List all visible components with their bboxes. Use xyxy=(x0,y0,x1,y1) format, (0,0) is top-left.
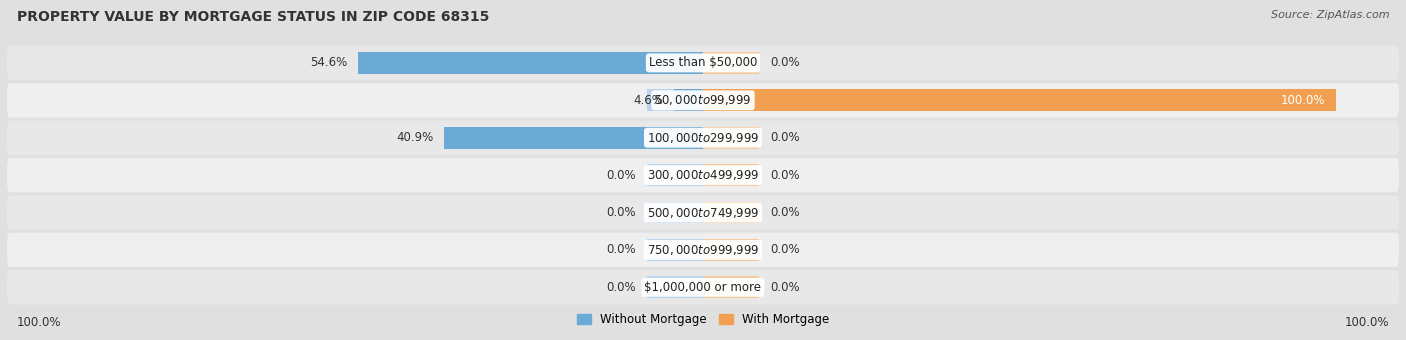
FancyBboxPatch shape xyxy=(7,158,1399,192)
FancyBboxPatch shape xyxy=(7,233,1399,267)
Text: 0.0%: 0.0% xyxy=(606,206,637,219)
Text: 0.0%: 0.0% xyxy=(770,243,800,256)
Bar xyxy=(647,276,703,298)
Bar xyxy=(703,127,759,149)
Bar xyxy=(647,239,703,261)
Text: 0.0%: 0.0% xyxy=(770,131,800,144)
Bar xyxy=(703,52,759,74)
Legend: Without Mortgage, With Mortgage: Without Mortgage, With Mortgage xyxy=(572,308,834,331)
Text: $100,000 to $299,999: $100,000 to $299,999 xyxy=(647,131,759,145)
Bar xyxy=(647,127,703,149)
Text: 40.9%: 40.9% xyxy=(396,131,433,144)
Text: Source: ZipAtlas.com: Source: ZipAtlas.com xyxy=(1271,10,1389,20)
Text: 0.0%: 0.0% xyxy=(606,169,637,182)
Text: 100.0%: 100.0% xyxy=(1281,94,1324,107)
Bar xyxy=(703,202,759,223)
FancyBboxPatch shape xyxy=(7,83,1399,118)
Bar xyxy=(703,89,759,111)
Text: $500,000 to $749,999: $500,000 to $749,999 xyxy=(647,205,759,220)
Text: $1,000,000 or more: $1,000,000 or more xyxy=(644,281,762,294)
Bar xyxy=(703,276,759,298)
Text: 0.0%: 0.0% xyxy=(770,206,800,219)
Text: 100.0%: 100.0% xyxy=(17,317,62,329)
Text: 0.0%: 0.0% xyxy=(770,169,800,182)
Bar xyxy=(647,89,703,111)
Bar xyxy=(673,89,703,111)
Text: 0.0%: 0.0% xyxy=(606,281,637,294)
Bar xyxy=(647,202,703,223)
Text: 0.0%: 0.0% xyxy=(606,243,637,256)
Text: 0.0%: 0.0% xyxy=(770,281,800,294)
Text: 54.6%: 54.6% xyxy=(309,56,347,69)
Text: 4.6%: 4.6% xyxy=(634,94,664,107)
Text: 0.0%: 0.0% xyxy=(770,56,800,69)
FancyBboxPatch shape xyxy=(7,195,1399,230)
Bar xyxy=(647,164,703,186)
Text: $300,000 to $499,999: $300,000 to $499,999 xyxy=(647,168,759,182)
Bar xyxy=(444,127,703,149)
Bar xyxy=(703,164,759,186)
Text: PROPERTY VALUE BY MORTGAGE STATUS IN ZIP CODE 68315: PROPERTY VALUE BY MORTGAGE STATUS IN ZIP… xyxy=(17,10,489,24)
FancyBboxPatch shape xyxy=(7,270,1399,305)
Bar xyxy=(647,52,703,74)
Text: $750,000 to $999,999: $750,000 to $999,999 xyxy=(647,243,759,257)
FancyBboxPatch shape xyxy=(7,46,1399,80)
Bar xyxy=(357,52,703,74)
Bar xyxy=(703,89,1336,111)
Text: Less than $50,000: Less than $50,000 xyxy=(648,56,758,69)
Text: $50,000 to $99,999: $50,000 to $99,999 xyxy=(654,93,752,107)
Text: 100.0%: 100.0% xyxy=(1344,317,1389,329)
Bar xyxy=(703,239,759,261)
FancyBboxPatch shape xyxy=(7,120,1399,155)
